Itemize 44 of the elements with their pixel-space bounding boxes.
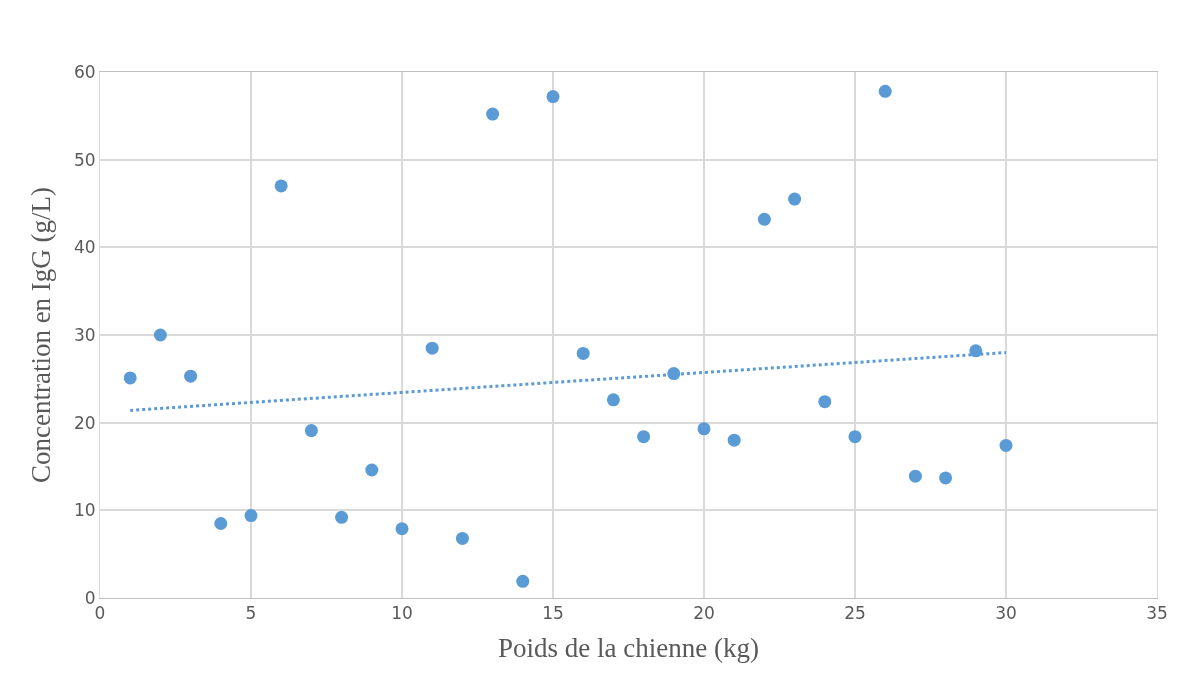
- x-tick-label: 5: [245, 603, 257, 624]
- point: [576, 346, 590, 360]
- point: [244, 509, 258, 523]
- y-tick-label: 20: [73, 412, 96, 433]
- point: [878, 84, 892, 98]
- x-axis-title: Poids de la chienne (kg): [498, 632, 759, 663]
- point: [455, 531, 469, 545]
- x-tick-label: 20: [693, 603, 715, 624]
- point: [727, 433, 741, 447]
- x-tick-label: 30: [995, 603, 1017, 624]
- point: [123, 371, 137, 385]
- point: [214, 516, 228, 530]
- point: [304, 424, 318, 438]
- point: [757, 212, 771, 226]
- point: [908, 469, 922, 483]
- point: [335, 510, 349, 524]
- point: [546, 90, 560, 104]
- point: [395, 522, 409, 536]
- point: [365, 463, 379, 477]
- point: [697, 422, 711, 436]
- x-tick-label: 25: [844, 603, 866, 624]
- point: [637, 430, 651, 444]
- point: [184, 369, 198, 383]
- y-tick-label: 50: [73, 149, 96, 170]
- y-tick-label: 30: [73, 324, 96, 345]
- point: [788, 192, 802, 206]
- point: [153, 328, 167, 342]
- point: [516, 574, 530, 588]
- y-tick-label: 40: [73, 237, 96, 258]
- x-tick-label: 35: [1146, 603, 1168, 624]
- point: [999, 438, 1013, 452]
- x-tick-label: 15: [542, 603, 564, 624]
- point: [425, 341, 439, 355]
- y-tick-label: 0: [84, 587, 96, 608]
- x-tick-label: 10: [391, 603, 413, 624]
- point: [606, 393, 620, 407]
- y-tick-label: 60: [73, 61, 96, 82]
- point: [274, 179, 288, 193]
- y-tick-label: 10: [73, 500, 96, 521]
- point: [818, 395, 832, 409]
- y-axis-title: Concentration en IgG (g/L): [26, 186, 57, 484]
- point: [848, 430, 862, 444]
- point: [486, 107, 500, 121]
- point: [939, 471, 953, 485]
